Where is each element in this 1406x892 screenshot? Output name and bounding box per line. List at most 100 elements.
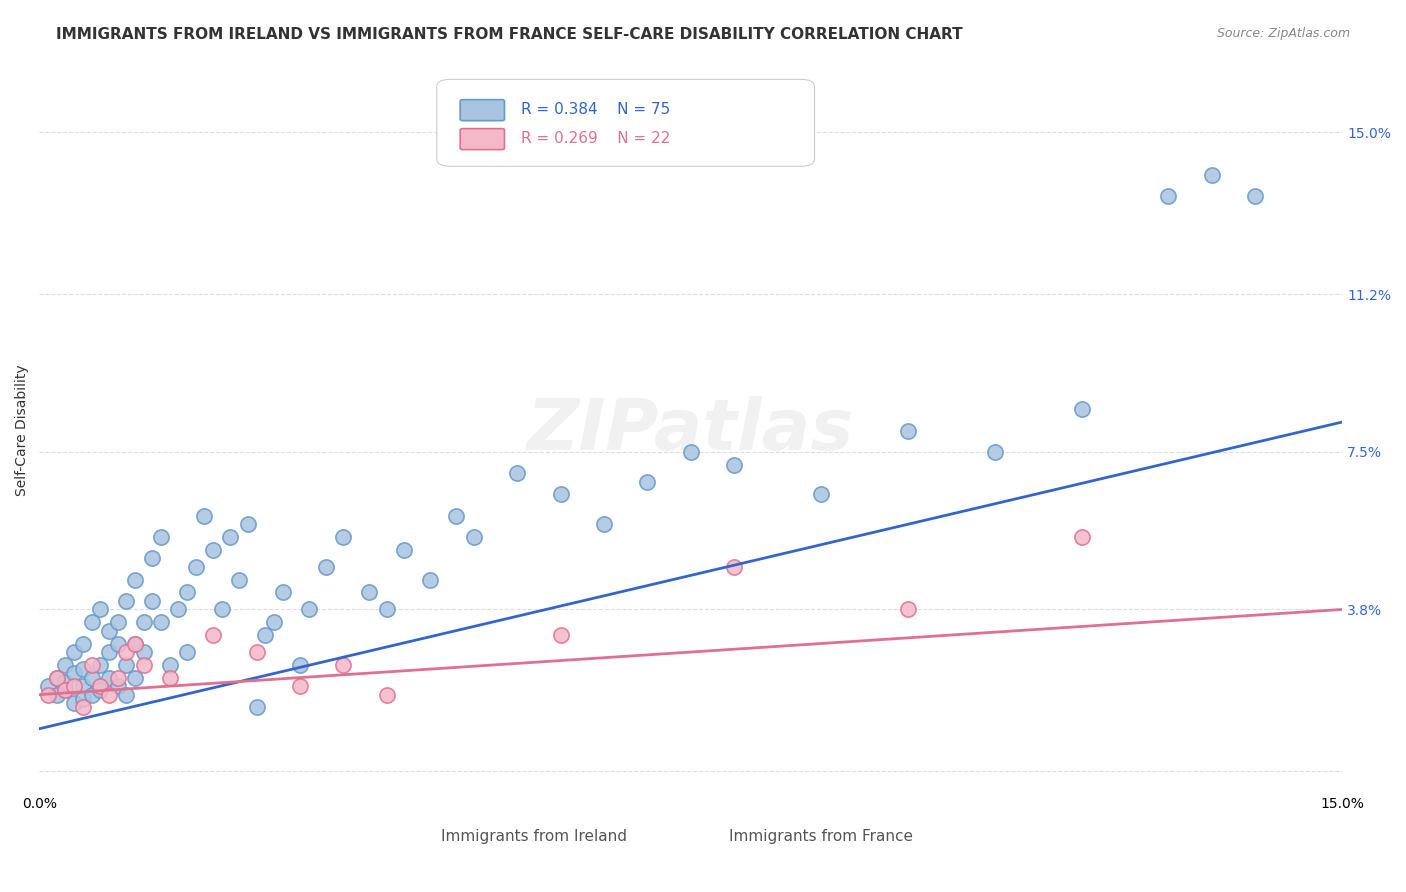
Immigrants from Ireland [89, 602, 111, 616]
Text: Immigrants from France: Immigrants from France [730, 829, 912, 844]
Immigrants from Ireland [463, 530, 485, 544]
Immigrants from Ireland [124, 636, 146, 650]
Immigrants from France [55, 683, 77, 698]
Immigrants from Ireland [80, 688, 103, 702]
Immigrants from Ireland [45, 671, 67, 685]
Immigrants from Ireland [202, 542, 225, 557]
Immigrants from Ireland [1157, 189, 1180, 203]
Immigrants from France [332, 657, 354, 672]
Immigrants from Ireland [55, 657, 77, 672]
Immigrants from Ireland [167, 602, 190, 616]
Immigrants from Ireland [132, 645, 155, 659]
FancyBboxPatch shape [460, 100, 505, 120]
Immigrants from Ireland [263, 615, 285, 630]
Immigrants from Ireland [89, 683, 111, 698]
Immigrants from Ireland [446, 508, 468, 523]
Immigrants from Ireland [245, 700, 267, 714]
Immigrants from Ireland [593, 517, 616, 532]
Immigrants from Ireland [375, 602, 398, 616]
Immigrants from France [89, 679, 111, 693]
Immigrants from Ireland [176, 645, 198, 659]
Immigrants from Ireland [550, 487, 572, 501]
Immigrants from Ireland [150, 615, 173, 630]
Immigrants from France [80, 657, 103, 672]
Immigrants from Ireland [810, 487, 832, 501]
Immigrants from France [202, 628, 225, 642]
Immigrants from Ireland [636, 475, 658, 489]
Immigrants from Ireland [97, 624, 120, 638]
Immigrants from Ireland [288, 657, 311, 672]
Immigrants from Ireland [72, 679, 94, 693]
Immigrants from Ireland [80, 671, 103, 685]
Text: ZIPatlas: ZIPatlas [527, 396, 855, 465]
Text: R = 0.384    N = 75: R = 0.384 N = 75 [522, 103, 671, 117]
FancyBboxPatch shape [388, 828, 426, 848]
Immigrants from Ireland [55, 683, 77, 698]
Immigrants from France [115, 645, 138, 659]
Text: IMMIGRANTS FROM IRELAND VS IMMIGRANTS FROM FRANCE SELF-CARE DISABILITY CORRELATI: IMMIGRANTS FROM IRELAND VS IMMIGRANTS FR… [56, 27, 963, 42]
Immigrants from Ireland [1070, 402, 1092, 417]
Immigrants from Ireland [332, 530, 354, 544]
Immigrants from Ireland [184, 559, 207, 574]
Immigrants from France [132, 657, 155, 672]
Immigrants from Ireland [1244, 189, 1267, 203]
Immigrants from Ireland [97, 645, 120, 659]
Immigrants from France [245, 645, 267, 659]
Immigrants from Ireland [298, 602, 321, 616]
Immigrants from Ireland [176, 585, 198, 599]
Immigrants from France [375, 688, 398, 702]
Immigrants from Ireland [107, 679, 129, 693]
Immigrants from Ireland [159, 657, 181, 672]
Immigrants from Ireland [107, 615, 129, 630]
Immigrants from Ireland [89, 657, 111, 672]
Immigrants from France [107, 671, 129, 685]
Immigrants from Ireland [419, 573, 441, 587]
Immigrants from Ireland [63, 645, 86, 659]
Immigrants from Ireland [97, 671, 120, 685]
Immigrants from Ireland [72, 636, 94, 650]
Immigrants from Ireland [897, 424, 920, 438]
Immigrants from France [97, 688, 120, 702]
Immigrants from Ireland [1201, 168, 1223, 182]
Immigrants from France [159, 671, 181, 685]
Text: R = 0.269    N = 22: R = 0.269 N = 22 [522, 131, 671, 146]
Immigrants from France [124, 636, 146, 650]
FancyBboxPatch shape [437, 79, 814, 166]
Immigrants from Ireland [359, 585, 381, 599]
Immigrants from Ireland [219, 530, 242, 544]
Immigrants from Ireland [193, 508, 215, 523]
Immigrants from Ireland [72, 692, 94, 706]
Immigrants from Ireland [124, 573, 146, 587]
Immigrants from Ireland [107, 636, 129, 650]
Immigrants from Ireland [63, 696, 86, 710]
Immigrants from Ireland [141, 551, 163, 566]
Immigrants from Ireland [315, 559, 337, 574]
Immigrants from France [550, 628, 572, 642]
Immigrants from France [288, 679, 311, 693]
Immigrants from Ireland [679, 445, 702, 459]
Immigrants from Ireland [115, 594, 138, 608]
Immigrants from Ireland [115, 688, 138, 702]
Immigrants from France [37, 688, 59, 702]
Immigrants from Ireland [254, 628, 277, 642]
FancyBboxPatch shape [675, 828, 713, 848]
Immigrants from France [72, 700, 94, 714]
Immigrants from Ireland [115, 657, 138, 672]
Immigrants from Ireland [80, 615, 103, 630]
Immigrants from Ireland [271, 585, 294, 599]
Immigrants from Ireland [72, 662, 94, 676]
FancyBboxPatch shape [460, 128, 505, 150]
Immigrants from France [45, 671, 67, 685]
Immigrants from Ireland [984, 445, 1007, 459]
Immigrants from Ireland [392, 542, 415, 557]
Immigrants from France [63, 679, 86, 693]
Immigrants from Ireland [45, 688, 67, 702]
Immigrants from Ireland [141, 594, 163, 608]
Immigrants from France [897, 602, 920, 616]
Immigrants from Ireland [150, 530, 173, 544]
Immigrants from France [723, 559, 745, 574]
Immigrants from Ireland [236, 517, 259, 532]
Immigrants from Ireland [211, 602, 233, 616]
Immigrants from Ireland [132, 615, 155, 630]
Immigrants from Ireland [723, 458, 745, 472]
